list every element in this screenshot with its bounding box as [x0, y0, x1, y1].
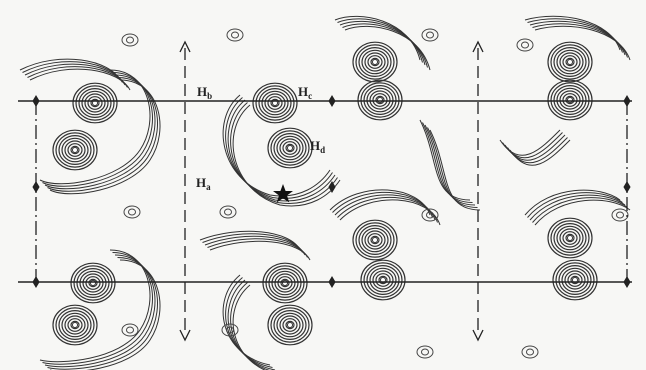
peak-center	[373, 60, 378, 65]
label-sub: d	[320, 145, 325, 155]
peak-center	[568, 60, 573, 65]
peak-center	[288, 146, 293, 151]
label-main: H	[196, 175, 206, 190]
peak-center	[288, 323, 293, 328]
label-sub: c	[308, 91, 312, 101]
peak-center	[73, 323, 78, 328]
label-sub: b	[207, 91, 212, 101]
label-main: H	[197, 84, 207, 99]
label-main: H	[310, 138, 320, 153]
peak-center	[568, 236, 573, 241]
peak-center	[373, 238, 378, 243]
label-sub: a	[206, 182, 211, 192]
peak-center	[73, 148, 78, 153]
contour-map-figure: Hb Hc Hd Ha	[0, 0, 646, 370]
label-main: H	[298, 84, 308, 99]
